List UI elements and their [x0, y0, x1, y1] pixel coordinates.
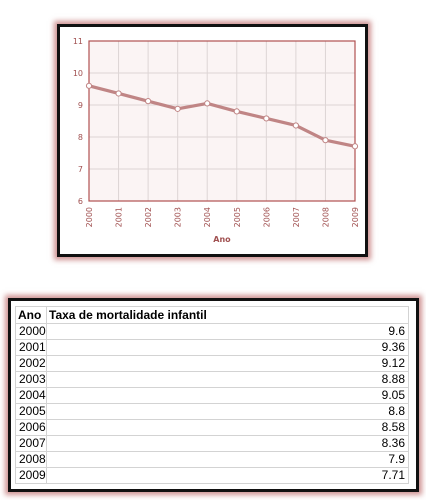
- data-point: [146, 99, 151, 104]
- table-panel: Ano Taxa de mortalidade infantil 2000 9.6…: [8, 298, 419, 492]
- rate-cell: 8.36: [47, 436, 409, 452]
- chart-panel: 6 7 8 9 10 11 2000 2001 2002 2003 2004 2005 2006 2007…: [57, 24, 368, 257]
- data-point: [352, 144, 357, 149]
- x-tick-label: 2007: [292, 207, 301, 227]
- year-cell: 2002: [16, 356, 47, 372]
- data-point: [323, 138, 328, 143]
- data-point: [175, 106, 180, 111]
- rate-cell: 8.58: [47, 420, 409, 436]
- x-tick-label: 2004: [203, 207, 212, 227]
- rate-cell: 9.05: [47, 388, 409, 404]
- table-row: 2009 7.71: [16, 468, 409, 484]
- y-tick-label: 10: [73, 69, 83, 78]
- year-cell: 2007: [16, 436, 47, 452]
- x-tick-label: 2000: [85, 207, 94, 227]
- table-header-row: Ano Taxa de mortalidade infantil: [16, 307, 409, 324]
- y-tick-label: 11: [73, 37, 83, 46]
- data-point: [86, 83, 91, 88]
- x-tick-label: 2009: [351, 207, 360, 227]
- rate-cell: 9.6: [47, 324, 409, 340]
- rate-cell: 8.88: [47, 372, 409, 388]
- year-cell: 2008: [16, 452, 47, 468]
- table-row: 2006 8.58: [16, 420, 409, 436]
- rate-cell: 8.8: [47, 404, 409, 420]
- year-cell: 2001: [16, 340, 47, 356]
- year-cell: 2006: [16, 420, 47, 436]
- header-rate: Taxa de mortalidade infantil: [47, 307, 409, 324]
- table-row: 2003 8.88: [16, 372, 409, 388]
- rate-cell: 9.12: [47, 356, 409, 372]
- x-tick-label: 2006: [262, 207, 271, 227]
- rate-cell: 9.36: [47, 340, 409, 356]
- y-tick-label: 7: [78, 165, 83, 174]
- x-axis-label: Ano: [213, 235, 231, 244]
- year-cell: 2003: [16, 372, 47, 388]
- table-row: 2007 8.36: [16, 436, 409, 452]
- y-tick-label: 9: [78, 101, 83, 110]
- data-point: [234, 109, 239, 114]
- x-tick-label: 2008: [321, 207, 330, 227]
- table-row: 2005 8.8: [16, 404, 409, 420]
- table-row: 2004 9.05: [16, 388, 409, 404]
- table-row: 2001 9.36: [16, 340, 409, 356]
- x-tick-label: 2005: [233, 207, 242, 227]
- data-point: [116, 91, 121, 96]
- year-cell: 2005: [16, 404, 47, 420]
- header-year: Ano: [16, 307, 47, 324]
- year-cell: 2004: [16, 388, 47, 404]
- line-chart: 6 7 8 9 10 11 2000 2001 2002 2003 2004 2005 2006 2007…: [60, 27, 365, 254]
- x-tick-label: 2003: [174, 207, 183, 227]
- data-point: [264, 116, 269, 121]
- table-row: 2008 7.9: [16, 452, 409, 468]
- plot-area: [89, 41, 355, 201]
- rate-cell: 7.71: [47, 468, 409, 484]
- year-cell: 2000: [16, 324, 47, 340]
- table-body: 2000 9.6 2001 9.36 2002 9.12 2003 8.88 2004 9.05 2…: [16, 324, 409, 484]
- y-tick-label: 6: [78, 197, 83, 206]
- y-tick-label: 8: [78, 133, 83, 142]
- year-cell: 2009: [16, 468, 47, 484]
- data-point: [205, 101, 210, 106]
- data-point: [293, 123, 298, 128]
- rate-cell: 7.9: [47, 452, 409, 468]
- table-row: 2000 9.6: [16, 324, 409, 340]
- x-tick-label: 2001: [115, 207, 124, 227]
- table-row: 2002 9.12: [16, 356, 409, 372]
- data-table: Ano Taxa de mortalidade infantil 2000 9.6…: [15, 306, 409, 484]
- x-tick-label: 2002: [144, 207, 153, 227]
